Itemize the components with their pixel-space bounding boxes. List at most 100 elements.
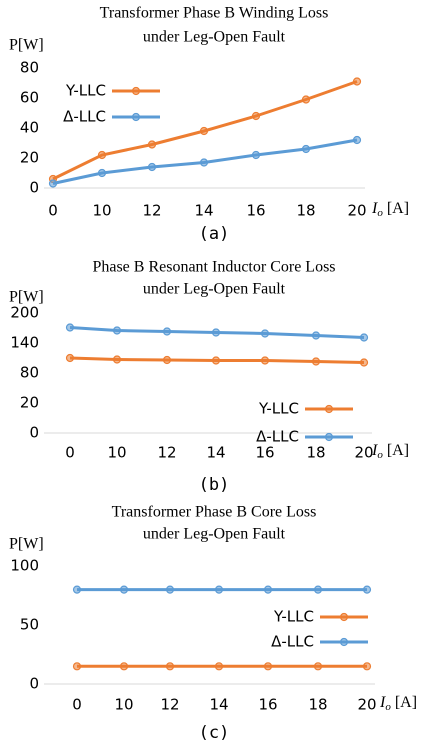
legend-marker — [339, 612, 349, 622]
point — [251, 150, 261, 160]
x-tick-label: 0 — [48, 202, 58, 220]
y-tick-label: 200 — [10, 304, 39, 322]
point — [97, 150, 107, 160]
x-tick-label: 18 — [296, 202, 315, 220]
x-axis-var: I — [371, 200, 378, 217]
x-tick-label: 0 — [65, 444, 75, 462]
y-tick-label: 140 — [10, 334, 39, 352]
chart-title: under Leg-Open Fault — [143, 526, 286, 543]
caption: (a) — [199, 224, 230, 244]
point — [72, 662, 82, 671]
x-axis-unit: [A] — [387, 200, 409, 217]
x-axis-unit: [A] — [395, 694, 417, 711]
point — [352, 77, 362, 86]
point — [311, 357, 321, 366]
y-tick-label: 100 — [10, 557, 39, 575]
y-tick-label: 0 — [29, 675, 39, 693]
x-tick-label: 16 — [255, 444, 274, 462]
x-axis-var: I — [379, 694, 386, 711]
x-tick-label: 18 — [308, 696, 327, 714]
point — [311, 331, 321, 340]
chart-title: Transformer Phase B Winding Loss — [100, 5, 329, 22]
legend-label: Y-LLC — [65, 82, 106, 100]
point — [301, 95, 311, 104]
x-axis-sub: o — [377, 449, 383, 461]
y-tick-label: 60 — [20, 89, 39, 107]
x-tick-label: 12 — [157, 444, 176, 462]
x-tick-label: 12 — [160, 696, 179, 714]
point — [147, 140, 157, 149]
y-tick-label: 20 — [20, 394, 39, 412]
x-tick-label: 18 — [306, 444, 325, 462]
x-tick-label: 14 — [206, 444, 225, 462]
legend-marker — [324, 432, 334, 442]
point — [263, 585, 273, 594]
x-tick-label: 16 — [246, 202, 265, 220]
point — [65, 323, 75, 332]
point — [112, 326, 122, 335]
point — [313, 662, 323, 671]
point — [214, 585, 224, 594]
x-tick-label: 14 — [194, 202, 213, 220]
caption: (b) — [199, 475, 230, 495]
point — [165, 662, 175, 671]
point — [211, 356, 221, 365]
x-tick-label: 10 — [92, 202, 111, 220]
x-tick-label: 16 — [258, 696, 277, 714]
legend-marker — [131, 86, 141, 96]
point — [65, 353, 75, 363]
y-tick-label: 20 — [20, 149, 39, 167]
point — [362, 585, 372, 594]
x-tick-label: 12 — [142, 202, 161, 220]
x-tick-label: 20 — [357, 696, 376, 714]
y-tick-label: 80 — [20, 59, 39, 77]
point — [251, 111, 261, 121]
point — [301, 144, 311, 154]
x-axis-unit: [A] — [387, 442, 409, 459]
x-tick-label: 10 — [107, 444, 126, 462]
legend-marker — [339, 637, 349, 647]
y-axis-label: P[W] — [9, 536, 44, 553]
point — [112, 355, 122, 364]
y-tick-label: 0 — [29, 424, 39, 442]
point — [359, 333, 369, 342]
point — [162, 355, 172, 365]
point — [260, 356, 270, 365]
point — [359, 358, 369, 367]
x-tick-label: 14 — [209, 696, 228, 714]
point — [119, 585, 129, 594]
point — [352, 135, 362, 145]
legend-label: Y-LLC — [258, 400, 299, 418]
point — [214, 662, 224, 671]
legend-marker — [131, 112, 141, 122]
point — [162, 327, 172, 336]
chart-title: under Leg-Open Fault — [143, 29, 286, 46]
chart-title: under Leg-Open Fault — [143, 281, 286, 298]
point — [362, 662, 372, 671]
point — [313, 585, 323, 594]
point — [199, 126, 209, 136]
point — [147, 162, 157, 172]
x-axis-label: Io [A] — [379, 694, 417, 713]
point — [211, 328, 221, 337]
x-axis-sub: o — [377, 207, 383, 219]
legend-label: Δ-LLC — [63, 108, 106, 126]
point — [263, 662, 273, 671]
x-tick-label: 20 — [347, 202, 366, 220]
point — [97, 168, 107, 178]
chart-title: Phase B Resonant Inductor Core Loss — [92, 259, 335, 276]
y-tick-label: 0 — [29, 179, 39, 197]
y-tick-label: 40 — [20, 119, 39, 137]
legend-label: Δ-LLC — [256, 428, 299, 446]
y-axis-label: P[W] — [9, 289, 44, 306]
caption: (c) — [199, 723, 230, 743]
point — [48, 179, 58, 188]
legend-marker — [324, 404, 334, 414]
x-tick-label: 10 — [114, 696, 133, 714]
x-axis-label: Io [A] — [371, 200, 409, 219]
legend-label: Y-LLC — [273, 608, 314, 626]
x-axis-var: I — [371, 442, 378, 459]
x-axis-sub: o — [385, 701, 391, 713]
point — [199, 158, 209, 167]
